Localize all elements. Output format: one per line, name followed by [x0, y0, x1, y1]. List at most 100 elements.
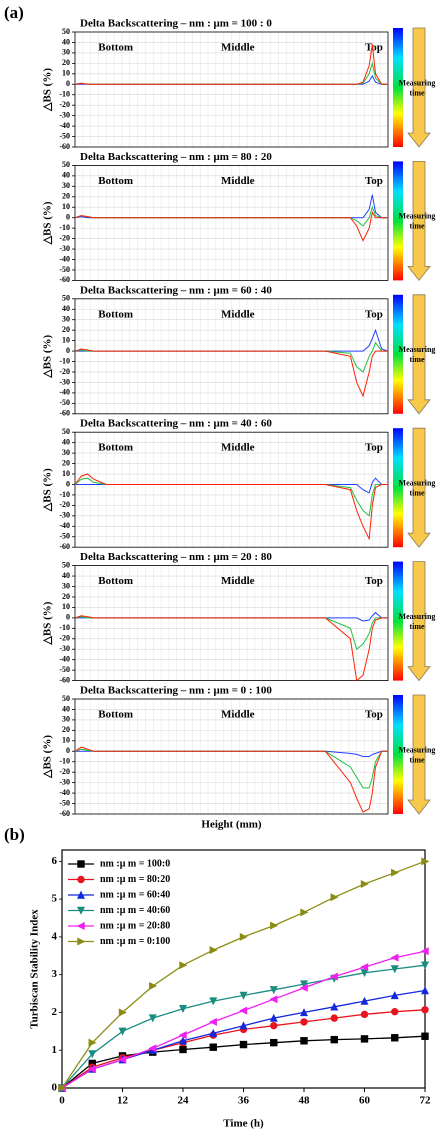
y-tick-label: 40 [62, 37, 70, 46]
plot-frame [74, 298, 389, 415]
y-tick-label: -60 [59, 142, 70, 151]
y-tick-label: -20 [59, 767, 70, 776]
y-tick-label: 30 [62, 715, 70, 724]
marker [421, 1032, 429, 1040]
marker [239, 1021, 248, 1030]
colorbar-label: time [409, 755, 425, 764]
y-tick-label: 50 [62, 160, 70, 169]
legend-marker [76, 921, 85, 931]
y-tick-label: 20 [62, 325, 70, 334]
marker [179, 961, 188, 970]
y-tick-label: 30 [62, 181, 70, 190]
annotation: Middle [221, 709, 255, 721]
y-tick-label: -60 [59, 809, 70, 818]
marker [391, 1007, 399, 1016]
legend-marker [76, 890, 86, 899]
chart-title: Delta Backscattering – nm : μm = 100 : 0 [80, 18, 272, 30]
colorbar-label: time [409, 622, 425, 631]
marker [360, 963, 369, 972]
colorbar [393, 561, 403, 681]
y-tick-label: -30 [59, 644, 70, 653]
y-tick-label: -10 [59, 623, 70, 632]
time-arrow [407, 561, 431, 682]
y-tick-label: 40 [62, 704, 70, 713]
colorbar [393, 428, 403, 548]
y-tick-label: -30 [59, 244, 70, 253]
legend-label: nm :μ m = 60:40 [100, 889, 170, 900]
marker [88, 1050, 97, 1059]
chart-title: Delta Backscattering – nm : μm = 60 : 40 [80, 284, 272, 296]
y-tick-label: 10 [62, 202, 70, 211]
chart-title: Delta Backscattering – nm : μm = 80 : 20 [80, 151, 272, 163]
panel-label: (b) [4, 825, 25, 844]
y-tick-label: -50 [59, 265, 70, 274]
y-tick-label: 50 [62, 694, 70, 703]
data-line [74, 348, 388, 398]
data-line [75, 750, 388, 757]
y-tick-label: 10 [62, 736, 70, 745]
chart-title: Delta Backscattering – nm : μm = 20 : 80 [80, 551, 272, 563]
annotation: Bottom [98, 442, 133, 454]
marker [299, 983, 308, 992]
marker [269, 1013, 278, 1022]
x-tick-label: 72 [420, 1095, 432, 1107]
annotation: Top [365, 175, 383, 187]
y-tick-label: -40 [59, 121, 70, 130]
y-tick-label: -30 [59, 777, 70, 786]
chart-title: Delta Backscattering – nm : μm = 40 : 60 [80, 418, 272, 430]
marker [360, 996, 369, 1005]
y-tick-label: -50 [59, 532, 70, 541]
marker [58, 1083, 67, 1093]
legend-label: nm :μ m = 100:0 [100, 858, 170, 869]
plot-frame [74, 164, 389, 281]
legend-marker [77, 875, 85, 884]
y-axis-label: △BS (%) [42, 735, 54, 779]
y-tick-label: 30 [62, 448, 70, 457]
colorbar-label: Measuring [399, 612, 436, 621]
marker [209, 997, 218, 1006]
marker [360, 1035, 369, 1043]
y-tick-label: 20 [62, 458, 70, 467]
marker [269, 986, 278, 995]
x-tick-label: 24 [178, 1095, 190, 1107]
marker [420, 986, 430, 995]
marker [239, 991, 248, 1000]
y-tick-label: 50 [62, 427, 70, 436]
y-tick-label: -10 [59, 90, 70, 99]
colorbar-label: time [409, 489, 425, 498]
y-axis-label: △BS (%) [42, 68, 54, 112]
marker [330, 1002, 339, 1011]
data-line [74, 748, 388, 789]
marker [118, 1008, 127, 1017]
colorbar-label: Measuring [399, 78, 436, 87]
x-tick-label: 0 [59, 1095, 65, 1107]
y-tick-label: 10 [62, 602, 70, 611]
y-tick-label: 0 [66, 746, 70, 755]
y-tick-label: -20 [59, 367, 70, 376]
chart-title: Delta Backscattering – nm : μm = 0 : 100 [80, 685, 272, 697]
annotation: Middle [221, 442, 255, 454]
y-tick-label: 50 [62, 560, 70, 569]
marker [330, 893, 339, 902]
marker [239, 1040, 248, 1049]
y-tick-label: 30 [62, 581, 70, 590]
marker [330, 1035, 338, 1044]
marker [390, 953, 399, 962]
marker [300, 908, 309, 917]
colorbar-label: Measuring [399, 745, 436, 754]
y-tick-label: 40 [62, 304, 70, 313]
marker [209, 946, 218, 955]
marker [270, 921, 279, 930]
marker [421, 857, 430, 866]
y-tick-label: 10 [62, 69, 70, 78]
y-tick-label: -40 [59, 388, 70, 397]
marker [270, 1038, 278, 1047]
marker [209, 1028, 218, 1037]
y-tick-label: 4 [52, 930, 58, 942]
time-arrow [407, 427, 431, 548]
x-tick-label: 12 [117, 1095, 129, 1107]
marker [178, 1031, 187, 1040]
data-line [74, 615, 388, 682]
annotation: Top [365, 42, 383, 54]
marker [239, 1006, 248, 1015]
